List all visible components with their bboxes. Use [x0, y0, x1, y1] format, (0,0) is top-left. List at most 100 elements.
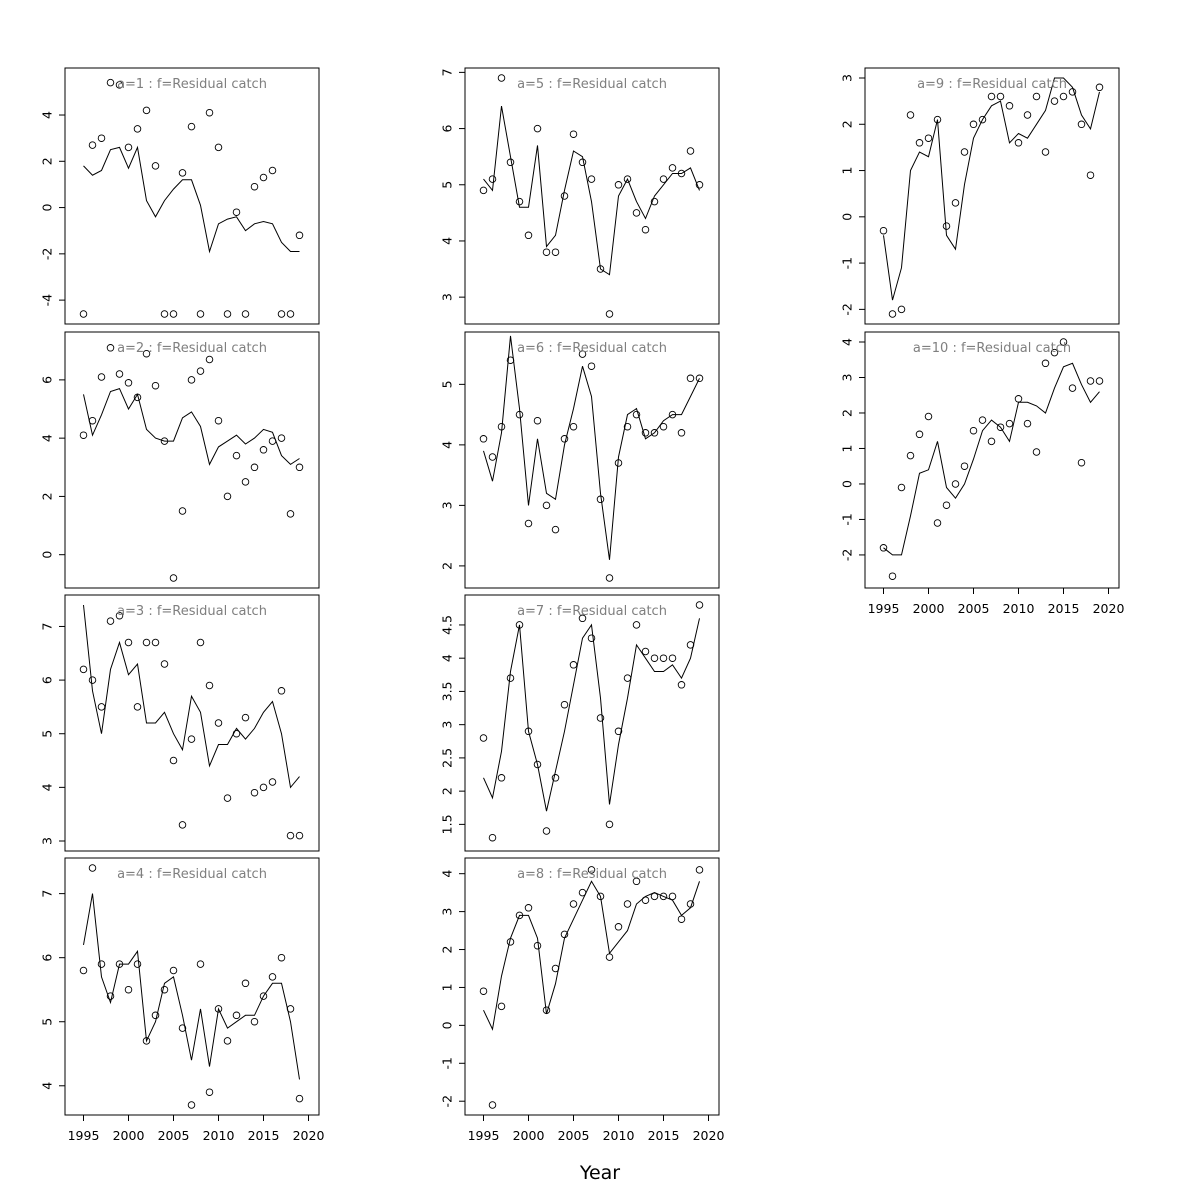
observed-point [524, 904, 533, 912]
observed-point [88, 141, 97, 149]
observed-point [596, 714, 605, 722]
y-tick-label: 1 [840, 167, 855, 175]
observed-point [650, 429, 659, 437]
observed-point [677, 429, 686, 437]
y-tick-label: 0 [840, 480, 855, 488]
y-tick-label: 4 [40, 111, 55, 119]
y-tick-label: 6 [40, 376, 55, 384]
y-tick-label: 7 [40, 622, 55, 630]
y-tick-label: 4 [840, 338, 855, 346]
fitted-line [883, 362, 1100, 556]
x-tick-label: 2015 [1048, 601, 1080, 616]
y-tick-label: 4 [440, 441, 455, 449]
observed-point [97, 703, 106, 711]
observed-point [650, 197, 659, 206]
y-tick-label: 2 [840, 120, 855, 128]
observed-point [277, 953, 286, 962]
observed-point [479, 987, 488, 995]
observed-point [524, 519, 533, 528]
observed-point [259, 446, 268, 454]
observed-point [133, 703, 142, 711]
observed-point [142, 1037, 151, 1045]
observed-point [88, 676, 97, 684]
y-tick-label: 2 [840, 409, 855, 417]
observed-point [79, 665, 88, 674]
observed-point [259, 992, 268, 1000]
observed-point [488, 453, 497, 461]
observed-point [1023, 419, 1032, 428]
x-tick-label: 1995 [868, 601, 900, 616]
observed-point [578, 888, 587, 897]
fitted-line [483, 880, 700, 1031]
observed-point [951, 199, 960, 207]
observed-point [1050, 348, 1059, 357]
observed-point [88, 864, 97, 872]
fitted-line [483, 618, 700, 812]
panel-frame [64, 594, 320, 852]
observed-point [623, 674, 632, 682]
observed-point [686, 900, 695, 908]
y-tick-label: 4 [40, 434, 55, 442]
y-tick-label: 5 [440, 380, 455, 388]
observed-point [196, 638, 205, 647]
y-tick-label: 6 [440, 125, 455, 133]
observed-point [623, 422, 632, 431]
observed-point [969, 426, 978, 435]
observed-point [551, 774, 560, 782]
x-tick-label: 2005 [158, 1128, 190, 1143]
observed-point [551, 248, 560, 256]
observed-point [214, 719, 223, 727]
observed-point [124, 985, 133, 994]
observed-point [560, 700, 569, 709]
observed-point [1059, 92, 1068, 101]
panel-frame [464, 331, 720, 589]
observed-point [641, 647, 650, 656]
observed-point [250, 1017, 259, 1026]
observed-point [1086, 377, 1095, 385]
observed-point [160, 310, 169, 318]
observed-point [506, 938, 515, 946]
y-tick-label: 0 [840, 213, 855, 221]
observed-point [686, 147, 695, 155]
y-tick-label: 1.5 [440, 814, 455, 834]
observed-point [205, 108, 214, 117]
observed-point [196, 310, 205, 318]
observed-point [151, 1011, 160, 1020]
observed-point [241, 478, 250, 486]
y-tick-label: 4.5 [440, 615, 455, 635]
observed-point [241, 310, 250, 318]
observed-point [924, 412, 933, 421]
observed-point [695, 374, 704, 383]
observed-point [533, 416, 542, 425]
observed-point [241, 713, 250, 722]
observed-point [241, 979, 250, 988]
observed-point [178, 821, 187, 829]
observed-point [605, 574, 614, 582]
observed-point [686, 374, 695, 383]
observed-point [542, 827, 551, 835]
observed-point [169, 574, 178, 582]
observed-point [1059, 338, 1068, 346]
observed-point [897, 305, 906, 314]
y-tick-label: 4 [40, 783, 55, 791]
observed-point [569, 661, 578, 669]
observed-point [250, 463, 259, 472]
observed-point [596, 892, 605, 901]
y-tick-label: 6 [40, 954, 55, 962]
fitted-line [83, 893, 300, 1080]
observed-point [214, 143, 223, 152]
observed-point [987, 92, 996, 101]
observed-point [924, 134, 933, 142]
observed-point [915, 139, 924, 147]
observed-point [497, 74, 506, 82]
observed-point [677, 681, 686, 689]
y-tick-label: -2 [440, 1095, 455, 1107]
observed-point [286, 310, 295, 318]
observed-point [124, 143, 133, 152]
observed-point [969, 120, 978, 129]
panel-frame [64, 67, 320, 325]
y-tick-label: -1 [840, 513, 855, 525]
y-tick-label: 3 [440, 501, 455, 509]
observed-point [614, 923, 623, 931]
x-tick-label: 2010 [1003, 601, 1035, 616]
